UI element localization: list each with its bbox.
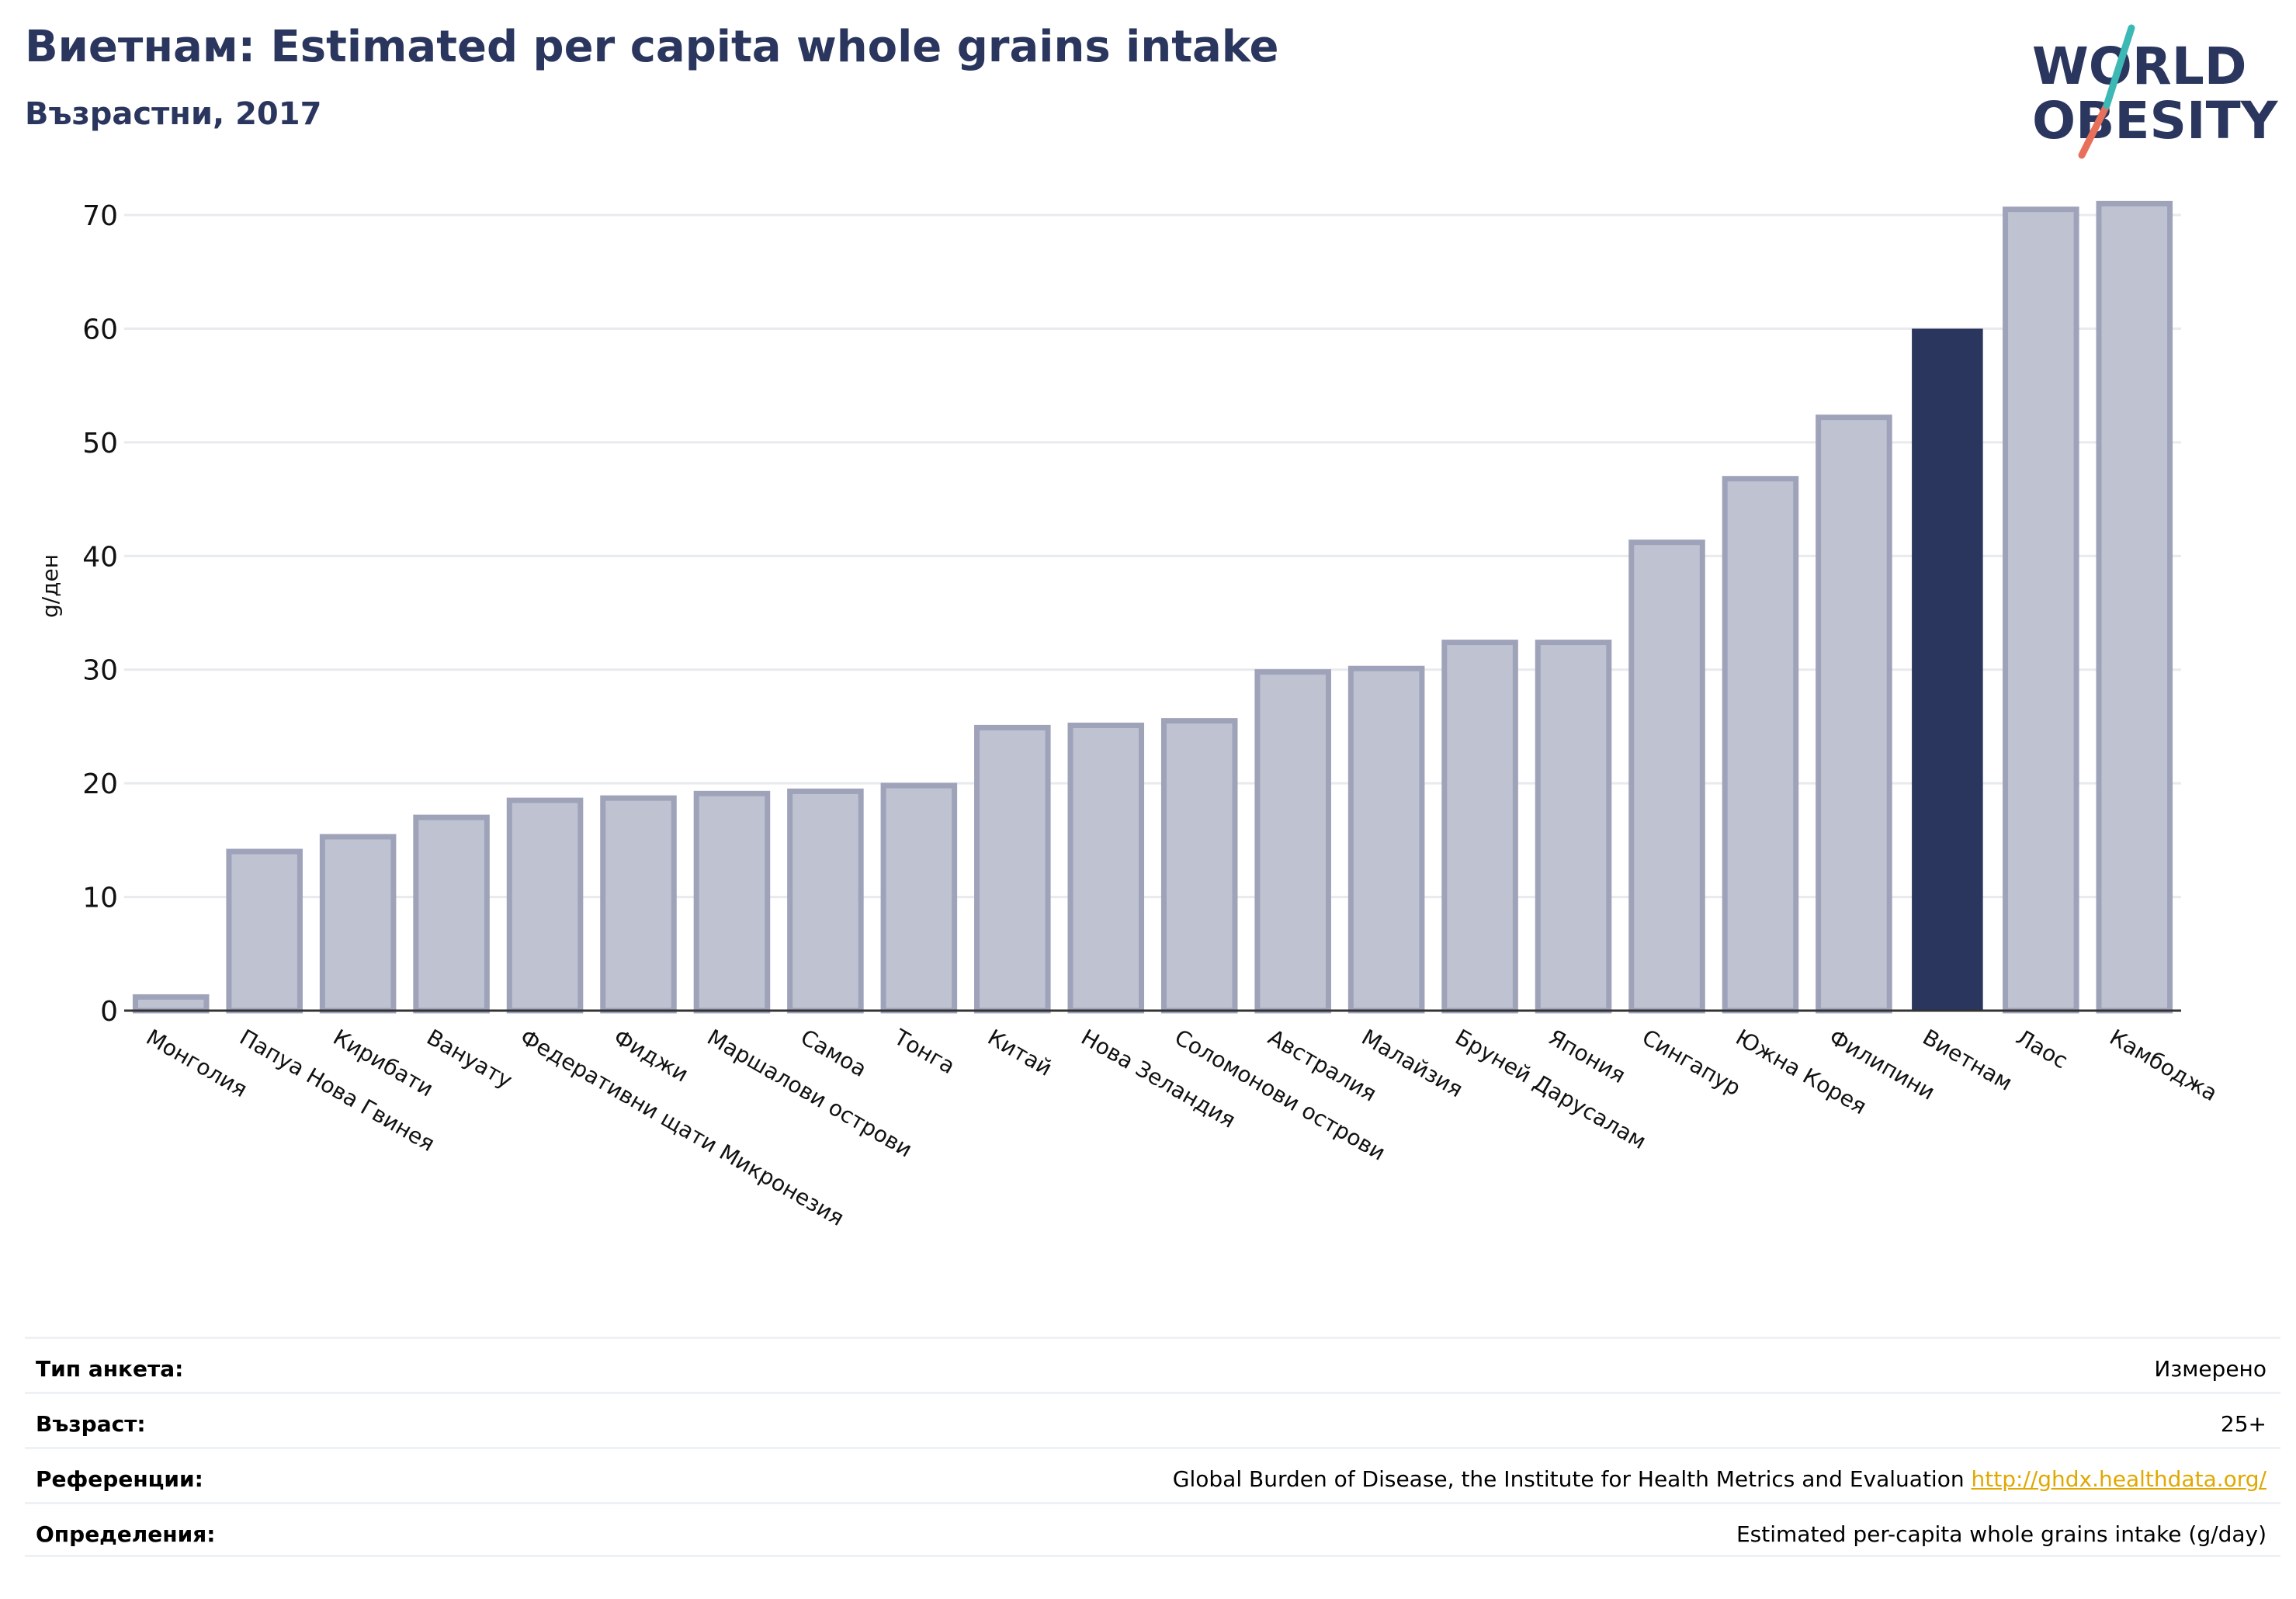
world-obesity-logo: WORLD OBESITY xyxy=(2032,24,2279,159)
x-tick-label: Тонга xyxy=(889,1024,959,1079)
bar xyxy=(974,724,1051,1014)
chart-subtitle: Възрастни, 2017 xyxy=(25,96,322,132)
x-tick-label: Нова Зеландия xyxy=(1077,1024,1240,1132)
bar xyxy=(1441,640,1518,1014)
logo-line1: WORLD xyxy=(2032,36,2247,96)
logo-slash-red xyxy=(2078,102,2110,159)
x-tick-label: Лаос xyxy=(2012,1024,2072,1074)
bar xyxy=(2096,200,2173,1014)
meta-value: Estimated per-capita whole grains intake… xyxy=(1736,1521,2267,1547)
y-tick-label: 70 xyxy=(82,200,118,232)
x-tick-label: Китай xyxy=(983,1024,1056,1080)
bar xyxy=(787,788,864,1014)
bar xyxy=(506,797,584,1014)
meta-row-references: Референции: Global Burden of Disease, th… xyxy=(25,1447,2280,1502)
bar xyxy=(693,790,771,1014)
bar xyxy=(1160,718,1238,1014)
reference-text: Global Burden of Disease, the Institute … xyxy=(1172,1466,1972,1492)
bar xyxy=(132,994,210,1014)
reference-link[interactable]: http://ghdx.healthdata.org/ xyxy=(1971,1466,2267,1492)
y-tick-label: 40 xyxy=(82,541,118,573)
x-tick-label: Федеративни щати Микронезия xyxy=(516,1024,849,1231)
chart-title: Виетнам: Estimated per capita whole grai… xyxy=(25,22,1279,72)
meta-row-age: Възраст: 25+ xyxy=(25,1392,2280,1447)
x-tick-label: Сингапур xyxy=(1638,1024,1745,1101)
y-tick-label: 50 xyxy=(82,428,118,460)
meta-label: Възраст: xyxy=(36,1411,146,1437)
bar xyxy=(600,795,677,1014)
metadata-table: Тип анкета: Измерено Възраст: 25+ Рефере… xyxy=(25,1337,2280,1557)
logo-line2: OBESITY xyxy=(2032,91,2279,151)
bar xyxy=(1722,476,1799,1014)
meta-value-references: Global Burden of Disease, the Institute … xyxy=(1173,1466,2267,1492)
x-tick-label: Камбоджа xyxy=(2105,1024,2221,1106)
bar xyxy=(1535,640,1612,1014)
bar-highlight xyxy=(1912,328,1983,1011)
bar xyxy=(319,834,397,1014)
x-tick-label: Самоа xyxy=(796,1024,871,1082)
meta-row-definitions: Определения: Estimated per-capita whole … xyxy=(25,1502,2280,1557)
meta-label: Референции: xyxy=(36,1466,203,1492)
y-axis-label: g/ден xyxy=(37,554,63,618)
bar xyxy=(1347,665,1425,1014)
bar xyxy=(226,848,303,1014)
x-tick-label: Монголия xyxy=(142,1024,252,1102)
bar xyxy=(880,782,958,1014)
y-tick-label: 20 xyxy=(82,768,118,800)
meta-label: Тип анкета: xyxy=(36,1356,184,1382)
y-tick-label: 10 xyxy=(82,883,118,914)
x-tick-label: Вануату xyxy=(422,1024,517,1093)
meta-row-survey-type: Тип анкета: Измерено xyxy=(25,1337,2280,1392)
bar xyxy=(2003,206,2079,1014)
bar xyxy=(413,814,490,1014)
logo-slash-teal xyxy=(2103,24,2135,109)
y-tick-label: 0 xyxy=(100,996,118,1028)
bar xyxy=(1628,539,1705,1014)
bar xyxy=(1254,669,1331,1014)
bar xyxy=(1067,722,1145,1014)
meta-value: 25+ xyxy=(2220,1411,2267,1437)
meta-label: Определения: xyxy=(36,1521,216,1547)
bar xyxy=(1816,414,1892,1014)
y-tick-label: 30 xyxy=(82,655,118,687)
meta-value: Измерено xyxy=(2154,1356,2267,1382)
y-tick-label: 60 xyxy=(82,314,118,345)
